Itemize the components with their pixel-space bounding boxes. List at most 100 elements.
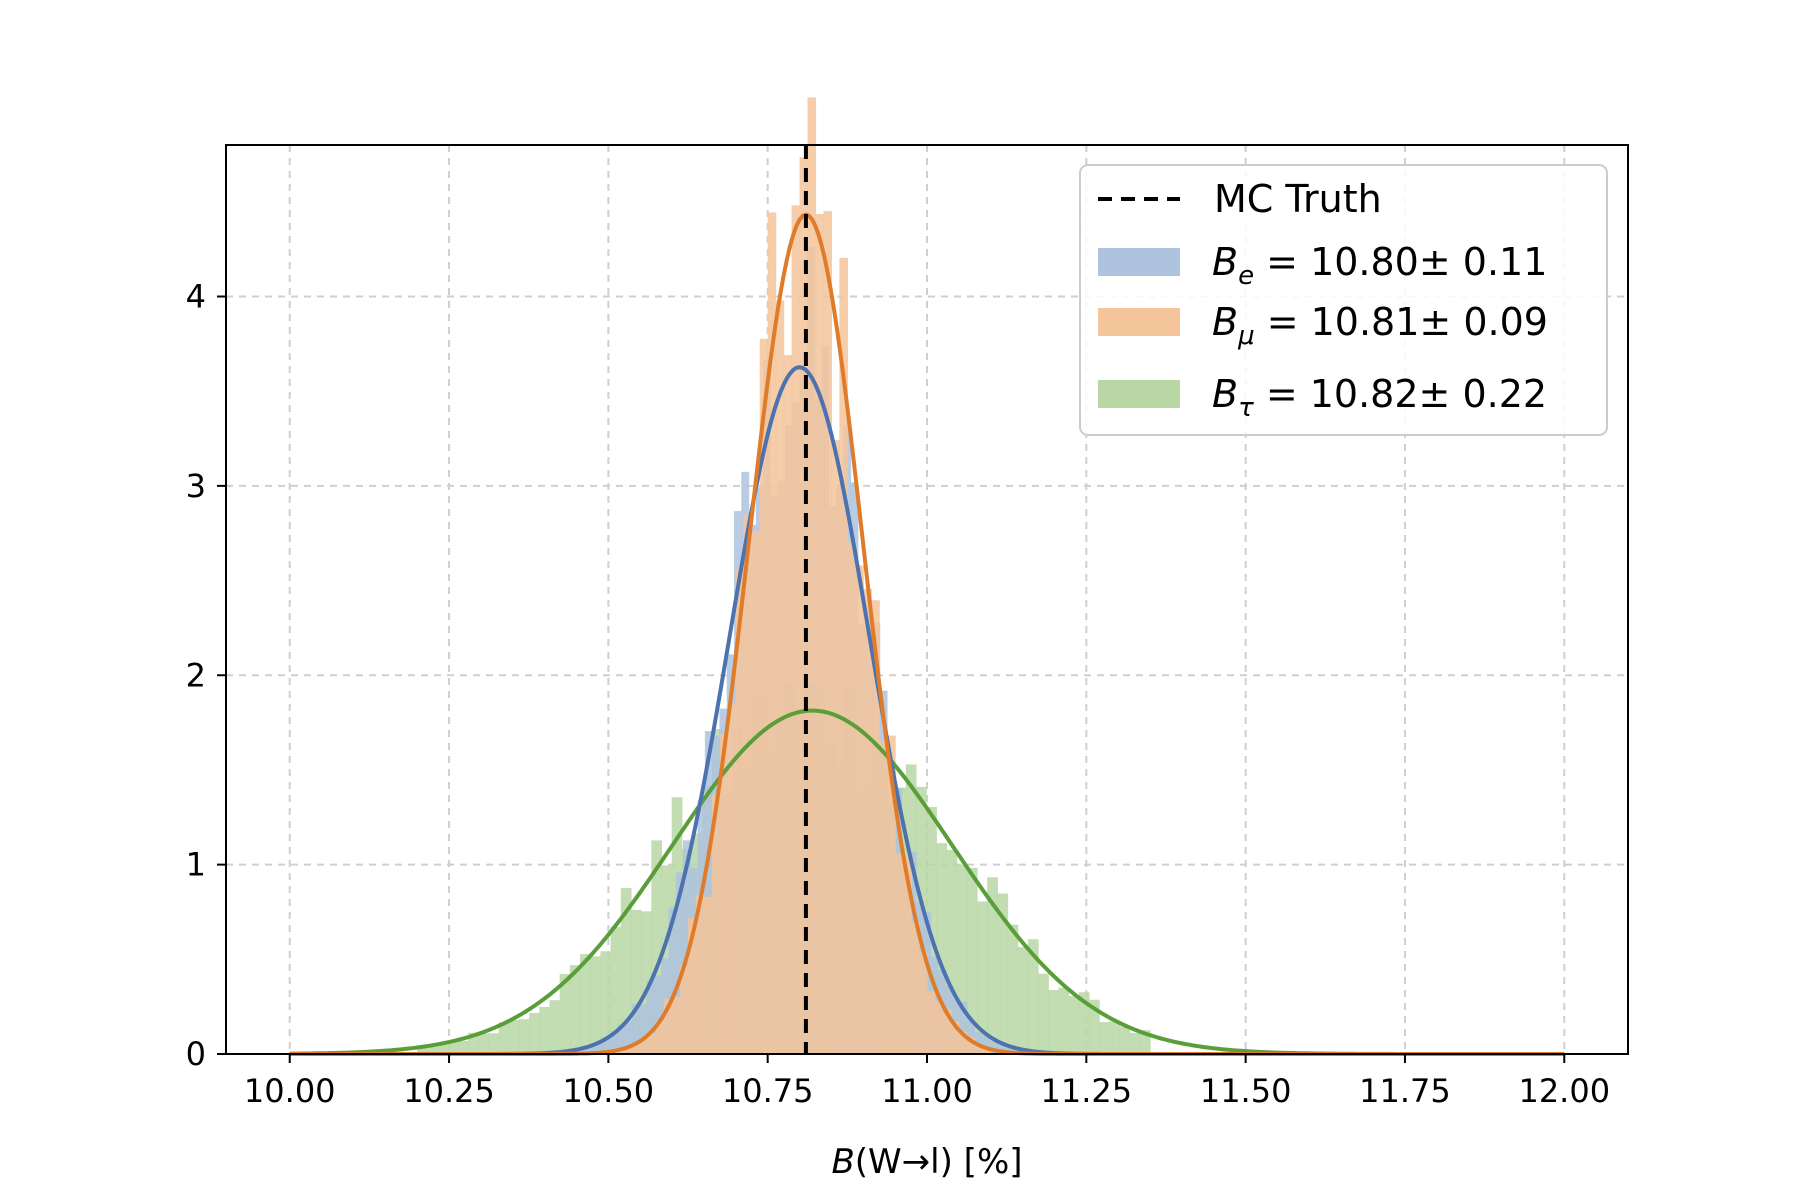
histogram-bar-mu — [863, 589, 872, 1054]
x-tick-label: 10.25 — [403, 1072, 495, 1110]
histogram-bar-e — [675, 872, 684, 1054]
histogram-bar-tau — [1017, 947, 1029, 1054]
y-tick-label: 1 — [186, 846, 206, 884]
histogram-bar-mu — [767, 212, 777, 1055]
histogram-bar-mu — [711, 795, 721, 1054]
histogram-bar-tau — [651, 840, 663, 1054]
histogram-bar-tau — [427, 1045, 439, 1054]
histogram-bar-tau — [1038, 973, 1049, 1054]
histogram-bar-mu — [775, 300, 785, 1055]
legend-truth-label: MC Truth — [1214, 177, 1382, 221]
histogram-bar-mu — [871, 600, 880, 1054]
legend-label-mu: Bμ = 10.81± 0.09 — [1212, 300, 1548, 351]
histogram-bar-tau — [518, 1019, 530, 1054]
histogram-bar-tau — [956, 864, 968, 1054]
histogram-bar-mu — [903, 855, 912, 1054]
histogram-bar-e — [624, 1021, 633, 1054]
histogram-bar-mu — [815, 214, 825, 1054]
histogram-bar-tau — [1119, 1026, 1131, 1054]
histogram-bar-mu — [632, 1043, 641, 1054]
histogram-bar-mu — [807, 97, 817, 1054]
histogram-bar-tau — [1068, 996, 1080, 1054]
histogram-bar-e — [683, 840, 691, 1054]
histogram-bar-mu — [664, 998, 673, 1054]
histogram-bar-mu — [966, 1037, 976, 1054]
y-tick-label: 4 — [186, 278, 206, 316]
histogram-bar-tau — [610, 927, 622, 1054]
histogram-bar-mu — [759, 338, 769, 1054]
histogram-bar-mu — [624, 1047, 633, 1054]
histogram-bar-tau — [977, 901, 988, 1054]
histogram-bar-tau — [1139, 1030, 1151, 1054]
histogram-bar-tau — [1058, 987, 1070, 1054]
histogram-bar-tau — [966, 867, 978, 1054]
histogram-bar-tau — [630, 909, 642, 1054]
histogram-bar-e — [959, 1001, 968, 1054]
histogram-bar-tau — [457, 1040, 469, 1054]
histogram-bar-tau — [590, 956, 601, 1054]
histogram-bar-mu — [656, 1020, 665, 1054]
x-tick-label: 10.50 — [563, 1072, 655, 1110]
histogram-bar-e — [668, 907, 677, 1054]
y-axis-ticks: 0 1 2 3 4 — [186, 278, 226, 1073]
histogram-bar-tau — [488, 1033, 500, 1054]
histogram-bar-mu — [680, 965, 689, 1054]
legend-box — [1079, 164, 1608, 436]
histogram-bar-tau — [1027, 939, 1039, 1054]
legend-swatch-e — [1098, 248, 1180, 276]
x-tick-label: 11.25 — [1041, 1072, 1133, 1110]
y-tick-label: 3 — [186, 467, 206, 505]
histogram-bar-mu — [743, 514, 753, 1054]
histogram-bar-e — [967, 1020, 975, 1054]
histogram-bar-e — [981, 1035, 990, 1054]
histogram-bar-tau — [447, 1041, 459, 1054]
histogram-bar-tau — [1088, 999, 1100, 1054]
x-tick-label: 11.00 — [881, 1072, 973, 1110]
histogram-bar-tau — [508, 1019, 520, 1054]
legend-label-e: Be = 10.80± 0.11 — [1212, 240, 1547, 291]
histogram-bar-tau — [641, 911, 652, 1054]
histogram-bar-mu — [703, 896, 713, 1054]
histogram-bar-mu — [735, 569, 745, 1054]
y-tick-label: 0 — [186, 1035, 206, 1073]
histogram-bar-tau — [946, 849, 958, 1054]
x-axis-ticks: 10.00 10.25 10.50 10.75 11.00 11.25 11.50 11.75… — [244, 1054, 1610, 1110]
histogram-bar-mu — [751, 531, 761, 1054]
histogram-bar-mu — [911, 921, 920, 1054]
x-tick-label: 12.00 — [1518, 1072, 1610, 1110]
histogram-bar-tau — [468, 1032, 479, 1054]
histogram-bar-mu — [823, 211, 833, 1054]
histogram-bar-e — [617, 1024, 626, 1054]
histogram-bar-mu — [950, 1021, 960, 1054]
histogram-bar-e — [632, 1004, 640, 1054]
histogram-bar-mu — [887, 735, 896, 1054]
histogram-bar-mu — [982, 1047, 992, 1054]
x-tick-label: 11.50 — [1200, 1072, 1292, 1110]
x-tick-label: 10.75 — [722, 1072, 814, 1110]
legend: MC Truth Be = 10.80± 0.11 Bμ = 10.81± 0.… — [1079, 164, 1608, 436]
histogram-bar-e — [595, 1040, 604, 1054]
histogram-bar-tau — [437, 1043, 449, 1054]
x-tick-label: 11.75 — [1359, 1072, 1451, 1110]
histogram-bar-mu — [934, 1001, 944, 1054]
histogram-bar-tau — [539, 1007, 551, 1054]
histogram-bar-mu — [672, 997, 681, 1054]
histogram-bar-tau — [559, 973, 571, 1054]
histogram-bar-mu — [799, 157, 809, 1055]
histogram-bar-tau — [1007, 924, 1019, 1054]
histogram-bar-mu — [919, 952, 928, 1054]
histogram-bar-mu — [616, 1049, 625, 1054]
histogram-bar-tau — [1109, 1021, 1121, 1054]
histogram-bar-tau — [529, 1013, 540, 1054]
histogram-bar-e — [988, 1040, 997, 1054]
legend-swatch-tau — [1098, 380, 1180, 408]
histogram-bar-e — [581, 1047, 589, 1054]
histogram-bar-tau — [1078, 992, 1090, 1054]
x-axis-label: B(W→l) [%] — [831, 1142, 1022, 1182]
histogram-bar-e — [653, 975, 662, 1054]
histogram-bar-mu — [727, 704, 737, 1054]
histogram-bar-tau — [498, 1022, 510, 1054]
histogram-bar-tau — [600, 951, 612, 1054]
histogram-bar-mu — [855, 565, 864, 1054]
histogram-mu — [616, 97, 992, 1055]
